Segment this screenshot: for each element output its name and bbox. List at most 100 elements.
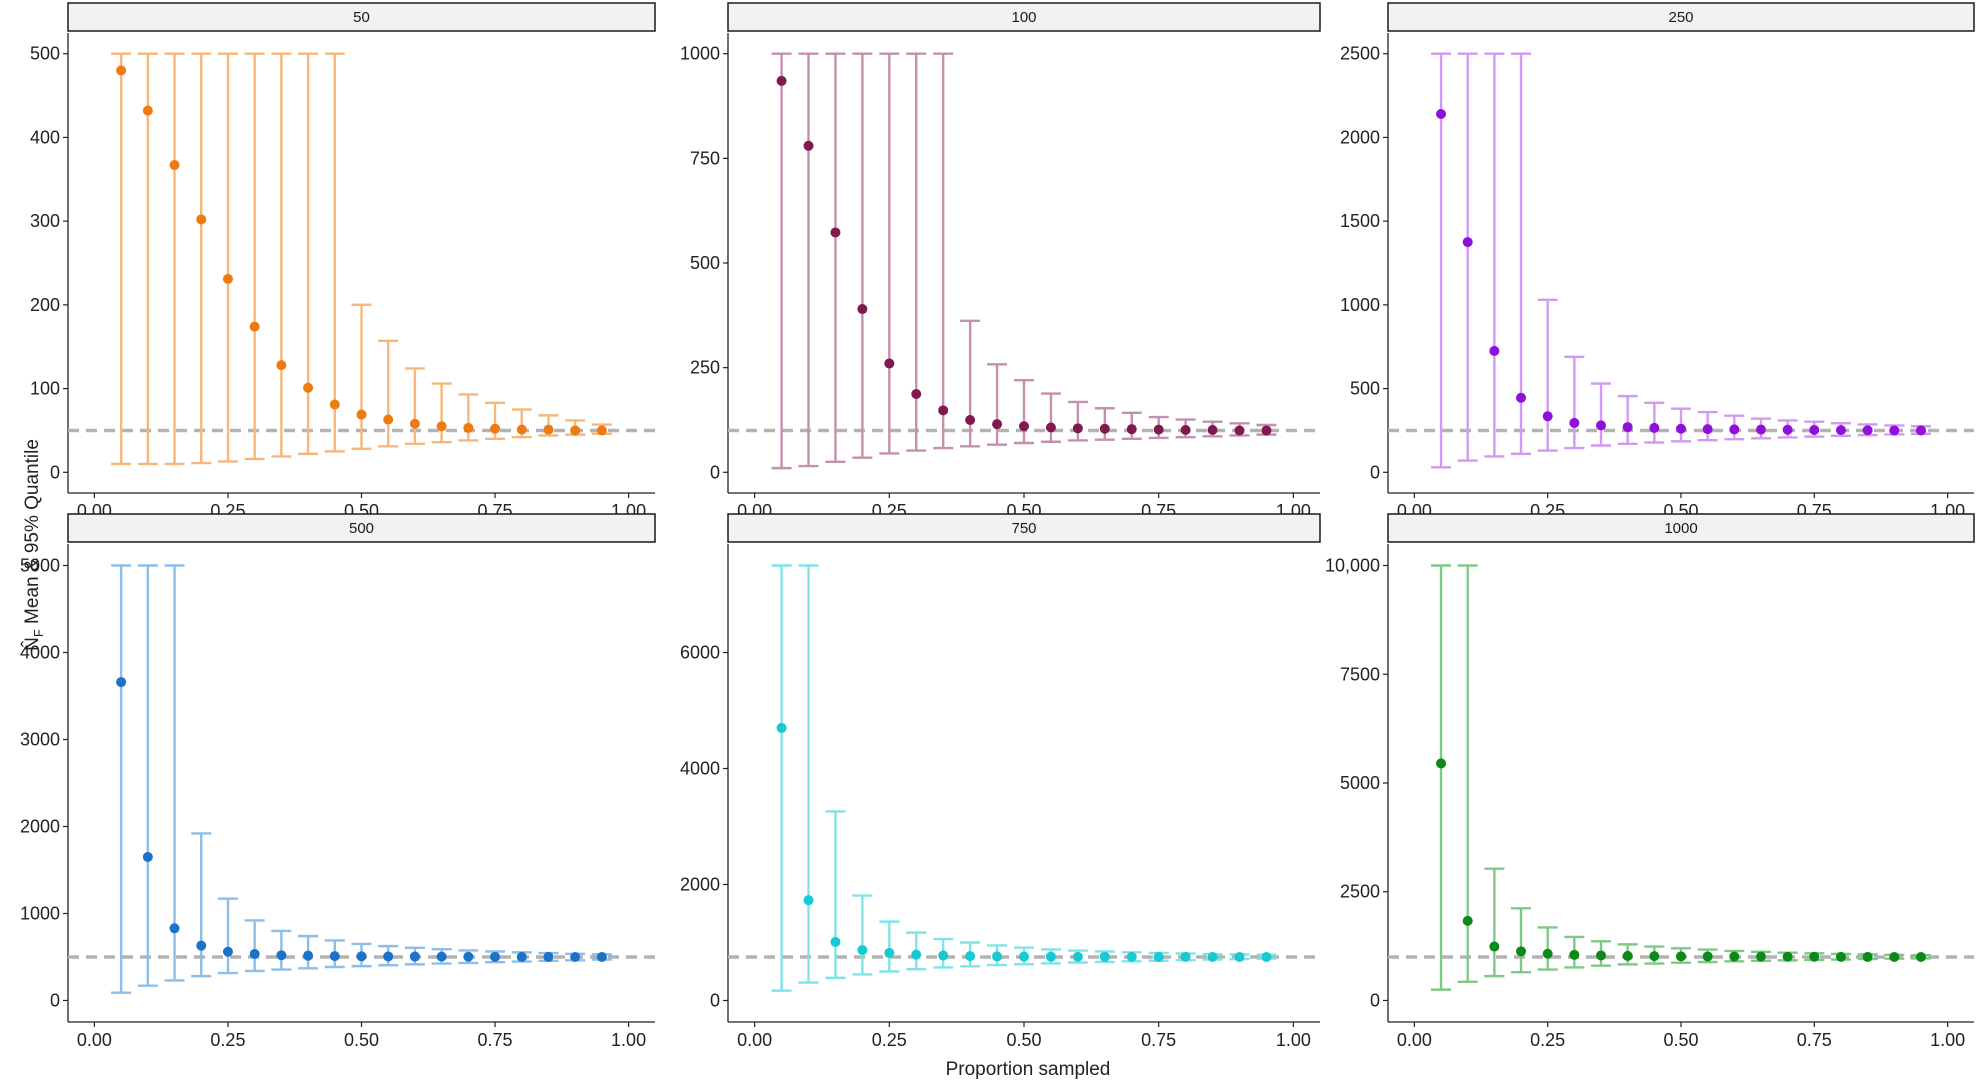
mean-point — [1261, 425, 1272, 436]
panel-750: 750 0 2000 4000 6000 0.00 0.25 0.50 0.75 1.00 — [680, 513, 1321, 1050]
mean-point — [356, 409, 367, 420]
y-tick-label: 7500 — [1340, 664, 1380, 684]
mean-point — [303, 950, 314, 961]
mean-point — [222, 946, 233, 957]
error-bar — [1457, 52, 1478, 462]
panel-strip — [1387, 2, 1975, 32]
mean-point — [1180, 425, 1191, 436]
mean-point — [776, 75, 787, 86]
y-tick-label: 500 — [30, 44, 60, 64]
y-tick-label: 250 — [690, 358, 720, 378]
mean-point — [1862, 425, 1873, 436]
error-bar — [271, 929, 292, 971]
x-tick-label: 0.00 — [737, 1030, 772, 1050]
panel-title: 100 — [1011, 9, 1036, 26]
mean-point — [543, 951, 554, 962]
mean-point — [1153, 951, 1164, 962]
y-tick-label: 2500 — [1340, 882, 1380, 902]
error-bar — [1040, 392, 1061, 443]
mean-point — [383, 414, 394, 425]
mean-point — [1915, 951, 1926, 962]
mean-point — [116, 677, 127, 688]
error-bar — [771, 564, 792, 992]
error-bar — [1564, 355, 1585, 450]
mean-point — [1755, 424, 1766, 435]
y-tick-label: 5000 — [20, 556, 60, 576]
error-bar — [458, 393, 479, 442]
y-tick-label: 0 — [710, 990, 720, 1010]
y-tick-label: 2000 — [1340, 127, 1380, 147]
mean-point — [1782, 424, 1793, 435]
error-bar — [1014, 379, 1034, 445]
y-tick-label: 400 — [30, 127, 60, 147]
mean-point — [1649, 951, 1660, 962]
mean-point — [803, 140, 814, 151]
mean-point — [356, 951, 367, 962]
y-tick-label: 2500 — [1340, 44, 1380, 64]
mean-point — [1099, 951, 1110, 962]
x-tick-label: 1.00 — [1276, 1030, 1311, 1050]
mean-point — [911, 389, 922, 400]
mean-point — [830, 227, 841, 238]
error-bar — [191, 832, 212, 978]
mean-point — [1153, 424, 1164, 435]
mean-point — [276, 360, 287, 371]
y-tick-label: 0 — [1370, 990, 1380, 1010]
error-bar — [404, 367, 425, 446]
x-tick-label: 0.75 — [1141, 1030, 1176, 1050]
error-bar — [825, 52, 846, 464]
mean-point — [1542, 948, 1553, 959]
y-tick-label: 4000 — [20, 643, 60, 663]
x-tick-label: 0.25 — [872, 1030, 907, 1050]
mean-point — [436, 421, 447, 432]
mean-point — [1436, 108, 1447, 119]
error-bar — [960, 319, 981, 448]
x-tick-label: 0.75 — [1797, 1030, 1832, 1050]
error-bar — [987, 363, 1008, 446]
mean-point — [1569, 949, 1580, 960]
mean-point — [884, 947, 895, 958]
y-tick-label: 3000 — [20, 730, 60, 750]
mean-point — [1234, 951, 1245, 962]
mean-point — [1542, 411, 1553, 422]
error-bar — [906, 52, 927, 452]
mean-point — [1649, 422, 1660, 433]
error-bar — [1537, 298, 1558, 452]
error-bar — [1511, 907, 1532, 974]
mean-point — [1702, 424, 1713, 435]
error-bar — [1484, 867, 1505, 978]
x-tick-label: 0.25 — [1530, 1030, 1565, 1050]
panel-strip — [727, 2, 1321, 32]
mean-point — [1676, 423, 1686, 434]
error-bar — [217, 897, 238, 975]
y-tick-label: 4000 — [680, 759, 720, 779]
mean-point — [1261, 951, 1272, 962]
mean-point — [1516, 392, 1527, 403]
y-tick-label: 500 — [1350, 379, 1380, 399]
mean-point — [992, 951, 1003, 962]
error-bar — [1431, 52, 1452, 469]
mean-point — [1207, 951, 1218, 962]
y-tick-label: 0 — [710, 462, 720, 482]
y-axis-label-text: Mean & 95% Quantile — [22, 439, 43, 624]
panel-title: 750 — [1011, 520, 1036, 537]
mean-point — [1702, 951, 1713, 962]
mean-point — [1835, 425, 1846, 436]
y-tick-label: 5000 — [1340, 773, 1380, 793]
error-bar — [879, 920, 900, 973]
panel-strip — [67, 513, 656, 543]
mean-point — [516, 424, 527, 435]
mean-point — [1889, 425, 1900, 436]
error-bar — [798, 564, 819, 984]
x-tick-label: 0.25 — [210, 1030, 245, 1050]
mean-point — [1489, 345, 1500, 356]
mean-point — [1676, 951, 1686, 962]
error-bar — [137, 52, 158, 466]
y-tick-label: 500 — [690, 253, 720, 273]
y-tick-label: 6000 — [680, 643, 720, 663]
mean-point — [383, 951, 394, 962]
y-tick-label: 1000 — [680, 44, 720, 64]
y-axis-symbol: N̂ — [21, 637, 43, 651]
y-tick-label: 1000 — [1340, 295, 1380, 315]
